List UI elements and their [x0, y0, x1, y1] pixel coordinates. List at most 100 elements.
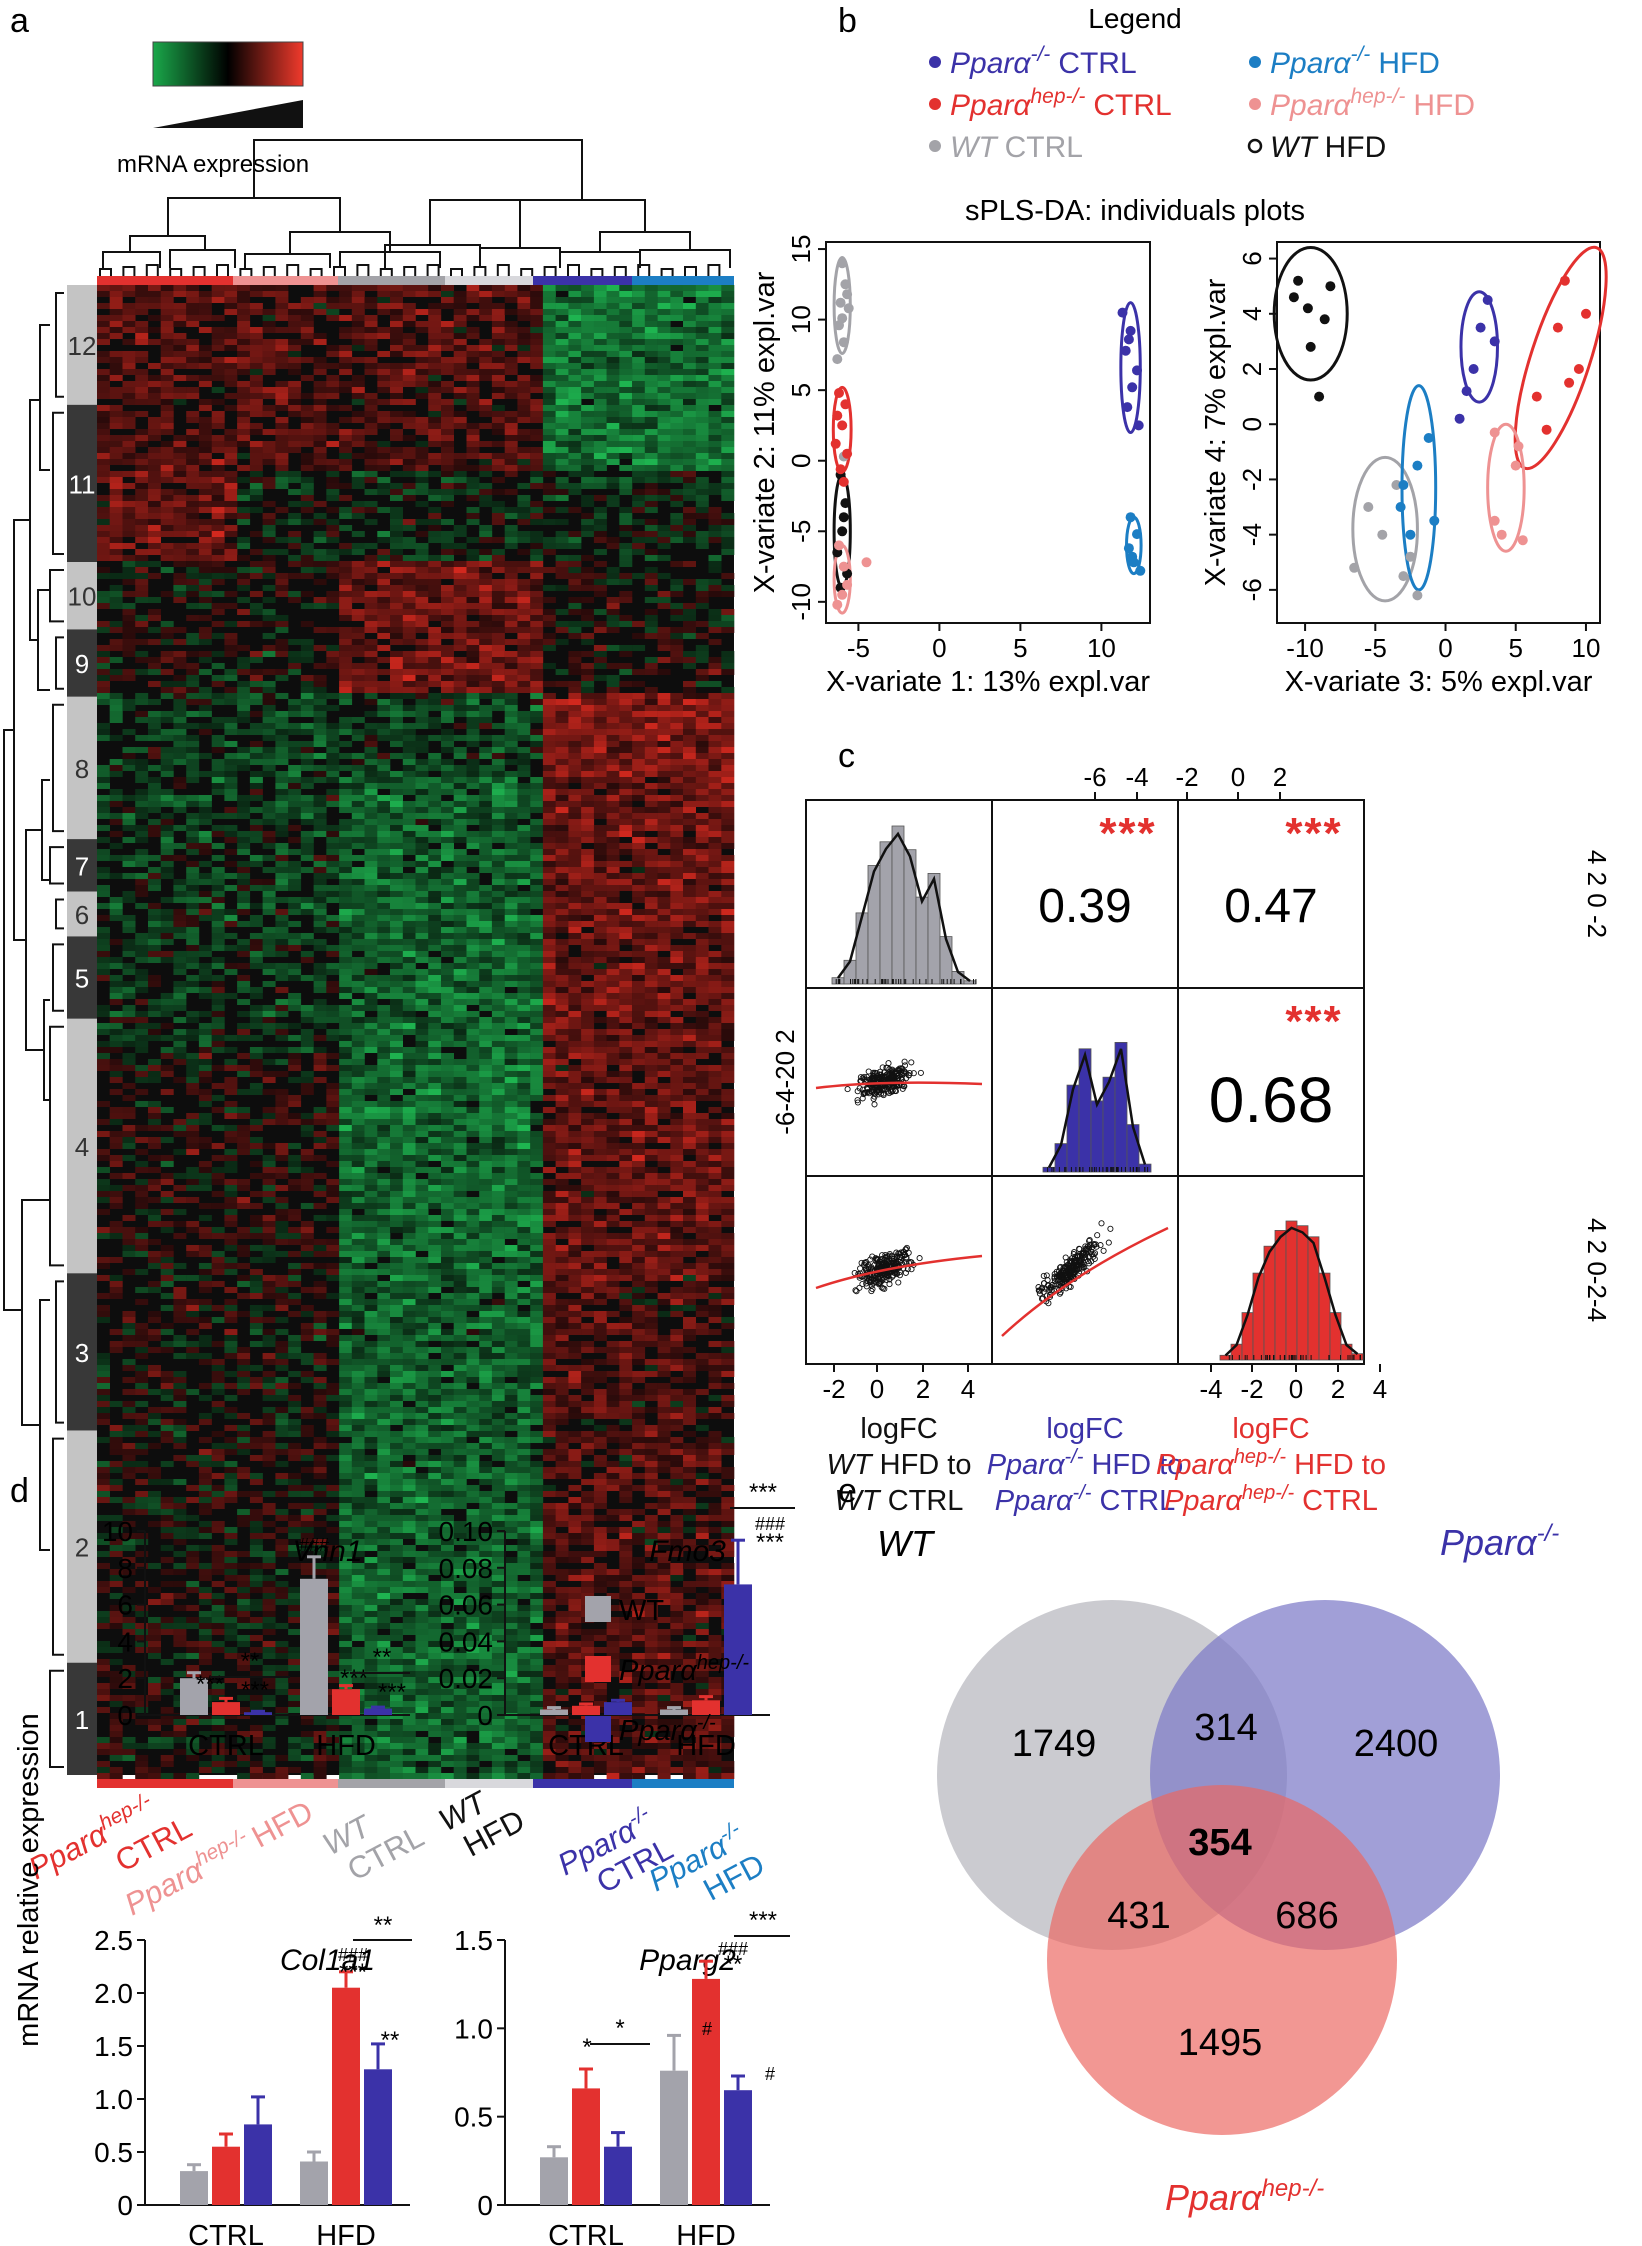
heatmap-cell	[593, 435, 607, 441]
heatmap-cell	[695, 381, 709, 387]
heatmap-cell	[542, 843, 556, 849]
heatmap-cell	[708, 339, 722, 345]
heatmap-cell	[619, 297, 633, 303]
heatmap-cell	[262, 693, 276, 699]
heatmap-cell	[173, 309, 187, 315]
heatmap-cell	[683, 399, 696, 405]
heatmap-cell	[428, 681, 442, 687]
dendro-link	[473, 266, 487, 276]
heatmap-cell	[428, 723, 442, 729]
heatmap-cell	[479, 663, 493, 669]
heatmap-cell	[504, 363, 518, 369]
heatmap-cell	[479, 717, 493, 723]
heatmap-cell	[504, 789, 518, 795]
heatmap-cell	[555, 435, 569, 441]
heatmap-cell	[530, 651, 544, 657]
heatmap-cell	[211, 375, 225, 381]
heatmap-cell	[568, 723, 582, 729]
heatmap-cell	[708, 873, 722, 879]
heatmap-cell	[160, 399, 174, 405]
heatmap-cell	[249, 339, 263, 345]
heatmap-cell	[581, 873, 595, 879]
heatmap-cell	[160, 333, 174, 339]
heatmap-cell	[517, 771, 531, 777]
heatmap-cell	[237, 477, 251, 483]
heatmap-cell	[466, 753, 480, 759]
heatmap-cell	[326, 1029, 340, 1035]
heatmap-cell	[351, 963, 365, 969]
heatmap-cell	[224, 831, 238, 837]
heatmap-cell	[160, 657, 174, 663]
heatmap-cell	[300, 939, 314, 945]
heatmap-cell	[339, 447, 353, 453]
heatmap-cell	[695, 477, 709, 483]
heatmap-cell	[300, 687, 314, 693]
heatmap-cell	[402, 483, 416, 489]
heatmap-cell	[300, 801, 314, 807]
heatmap-cell	[364, 459, 378, 465]
heatmap-cell	[173, 681, 187, 687]
heatmap-cell	[224, 555, 238, 561]
heatmap-cell	[632, 807, 646, 813]
heatmap-cell	[441, 489, 454, 495]
heatmap-cell	[632, 723, 646, 729]
heatmap-cell	[428, 555, 442, 561]
heatmap-cell	[173, 525, 187, 531]
heatmap-cell	[351, 831, 365, 837]
heatmap-cell	[275, 861, 289, 867]
heatmap-cell	[555, 801, 569, 807]
heatmap-cell	[695, 795, 709, 801]
heatmap-cell	[542, 861, 556, 867]
heatmap-cell	[415, 597, 429, 603]
heatmap-cell	[530, 399, 544, 405]
heatmap-cell	[695, 531, 709, 537]
heatmap-cell	[619, 435, 633, 441]
heatmap-cell	[593, 585, 607, 591]
heatmap-cell	[504, 441, 518, 447]
heatmap-cell	[644, 855, 658, 861]
heatmap-cell	[644, 735, 658, 741]
heatmap-cell	[300, 555, 314, 561]
heatmap-cell	[479, 921, 493, 927]
dendro-link	[426, 264, 440, 276]
heatmap-cell	[237, 285, 251, 291]
heatmap-cell	[186, 675, 200, 681]
heatmap-cell	[160, 495, 174, 501]
heatmap-cell	[721, 663, 735, 669]
heatmap-cell	[657, 291, 671, 297]
heatmap-cell	[198, 945, 212, 951]
heatmap-cell	[555, 909, 569, 915]
heatmap-cell	[160, 321, 174, 327]
heatmap-cell	[593, 345, 607, 351]
heatmap-cell	[683, 849, 696, 855]
heatmap-cell	[657, 909, 671, 915]
dendro-link	[37, 589, 50, 691]
heatmap-cell	[237, 975, 251, 981]
heatmap-cell	[606, 705, 620, 711]
heatmap-cell	[351, 357, 365, 363]
heatmap-cell	[721, 723, 735, 729]
heatmap-cell	[275, 897, 289, 903]
dendro-link	[289, 231, 391, 254]
heatmap-cell	[160, 339, 174, 345]
heatmap-cell	[173, 591, 187, 597]
heatmap-cell	[364, 477, 378, 483]
heatmap-cell	[326, 597, 340, 603]
heatmap-cell	[683, 615, 696, 621]
heatmap-cell	[441, 339, 454, 345]
heatmap-cell	[466, 591, 480, 597]
heatmap-cell	[237, 1029, 251, 1035]
heatmap-cell	[542, 1011, 556, 1017]
heatmap-cell	[288, 555, 302, 561]
heatmap-cell	[135, 759, 149, 765]
heatmap-cell	[441, 801, 454, 807]
heatmap-cell	[237, 831, 251, 837]
heatmap-cell	[721, 609, 735, 615]
heatmap-cell	[530, 675, 544, 681]
heatmap-cell	[619, 393, 633, 399]
heatmap-cell	[211, 315, 225, 321]
top-bar-segment	[533, 276, 632, 285]
heatmap-cell	[517, 639, 531, 645]
heatmap-cell	[160, 639, 174, 645]
heatmap-cell	[606, 441, 620, 447]
